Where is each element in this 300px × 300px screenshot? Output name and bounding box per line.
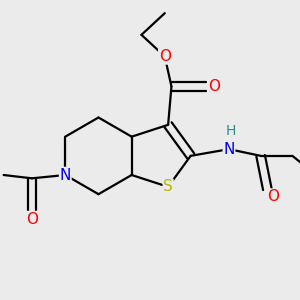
Text: O: O [208, 79, 220, 94]
Text: S: S [163, 179, 173, 194]
Text: O: O [26, 212, 38, 226]
Text: H: H [226, 124, 236, 138]
Text: N: N [223, 142, 235, 157]
Text: O: O [159, 49, 171, 64]
Text: N: N [60, 167, 71, 182]
Text: O: O [267, 189, 279, 204]
